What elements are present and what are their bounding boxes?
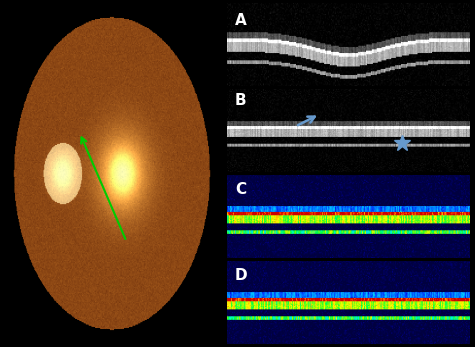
Text: D: D [235, 268, 247, 282]
Text: A: A [235, 14, 247, 28]
Text: C: C [235, 182, 246, 197]
Text: B: B [235, 93, 247, 108]
